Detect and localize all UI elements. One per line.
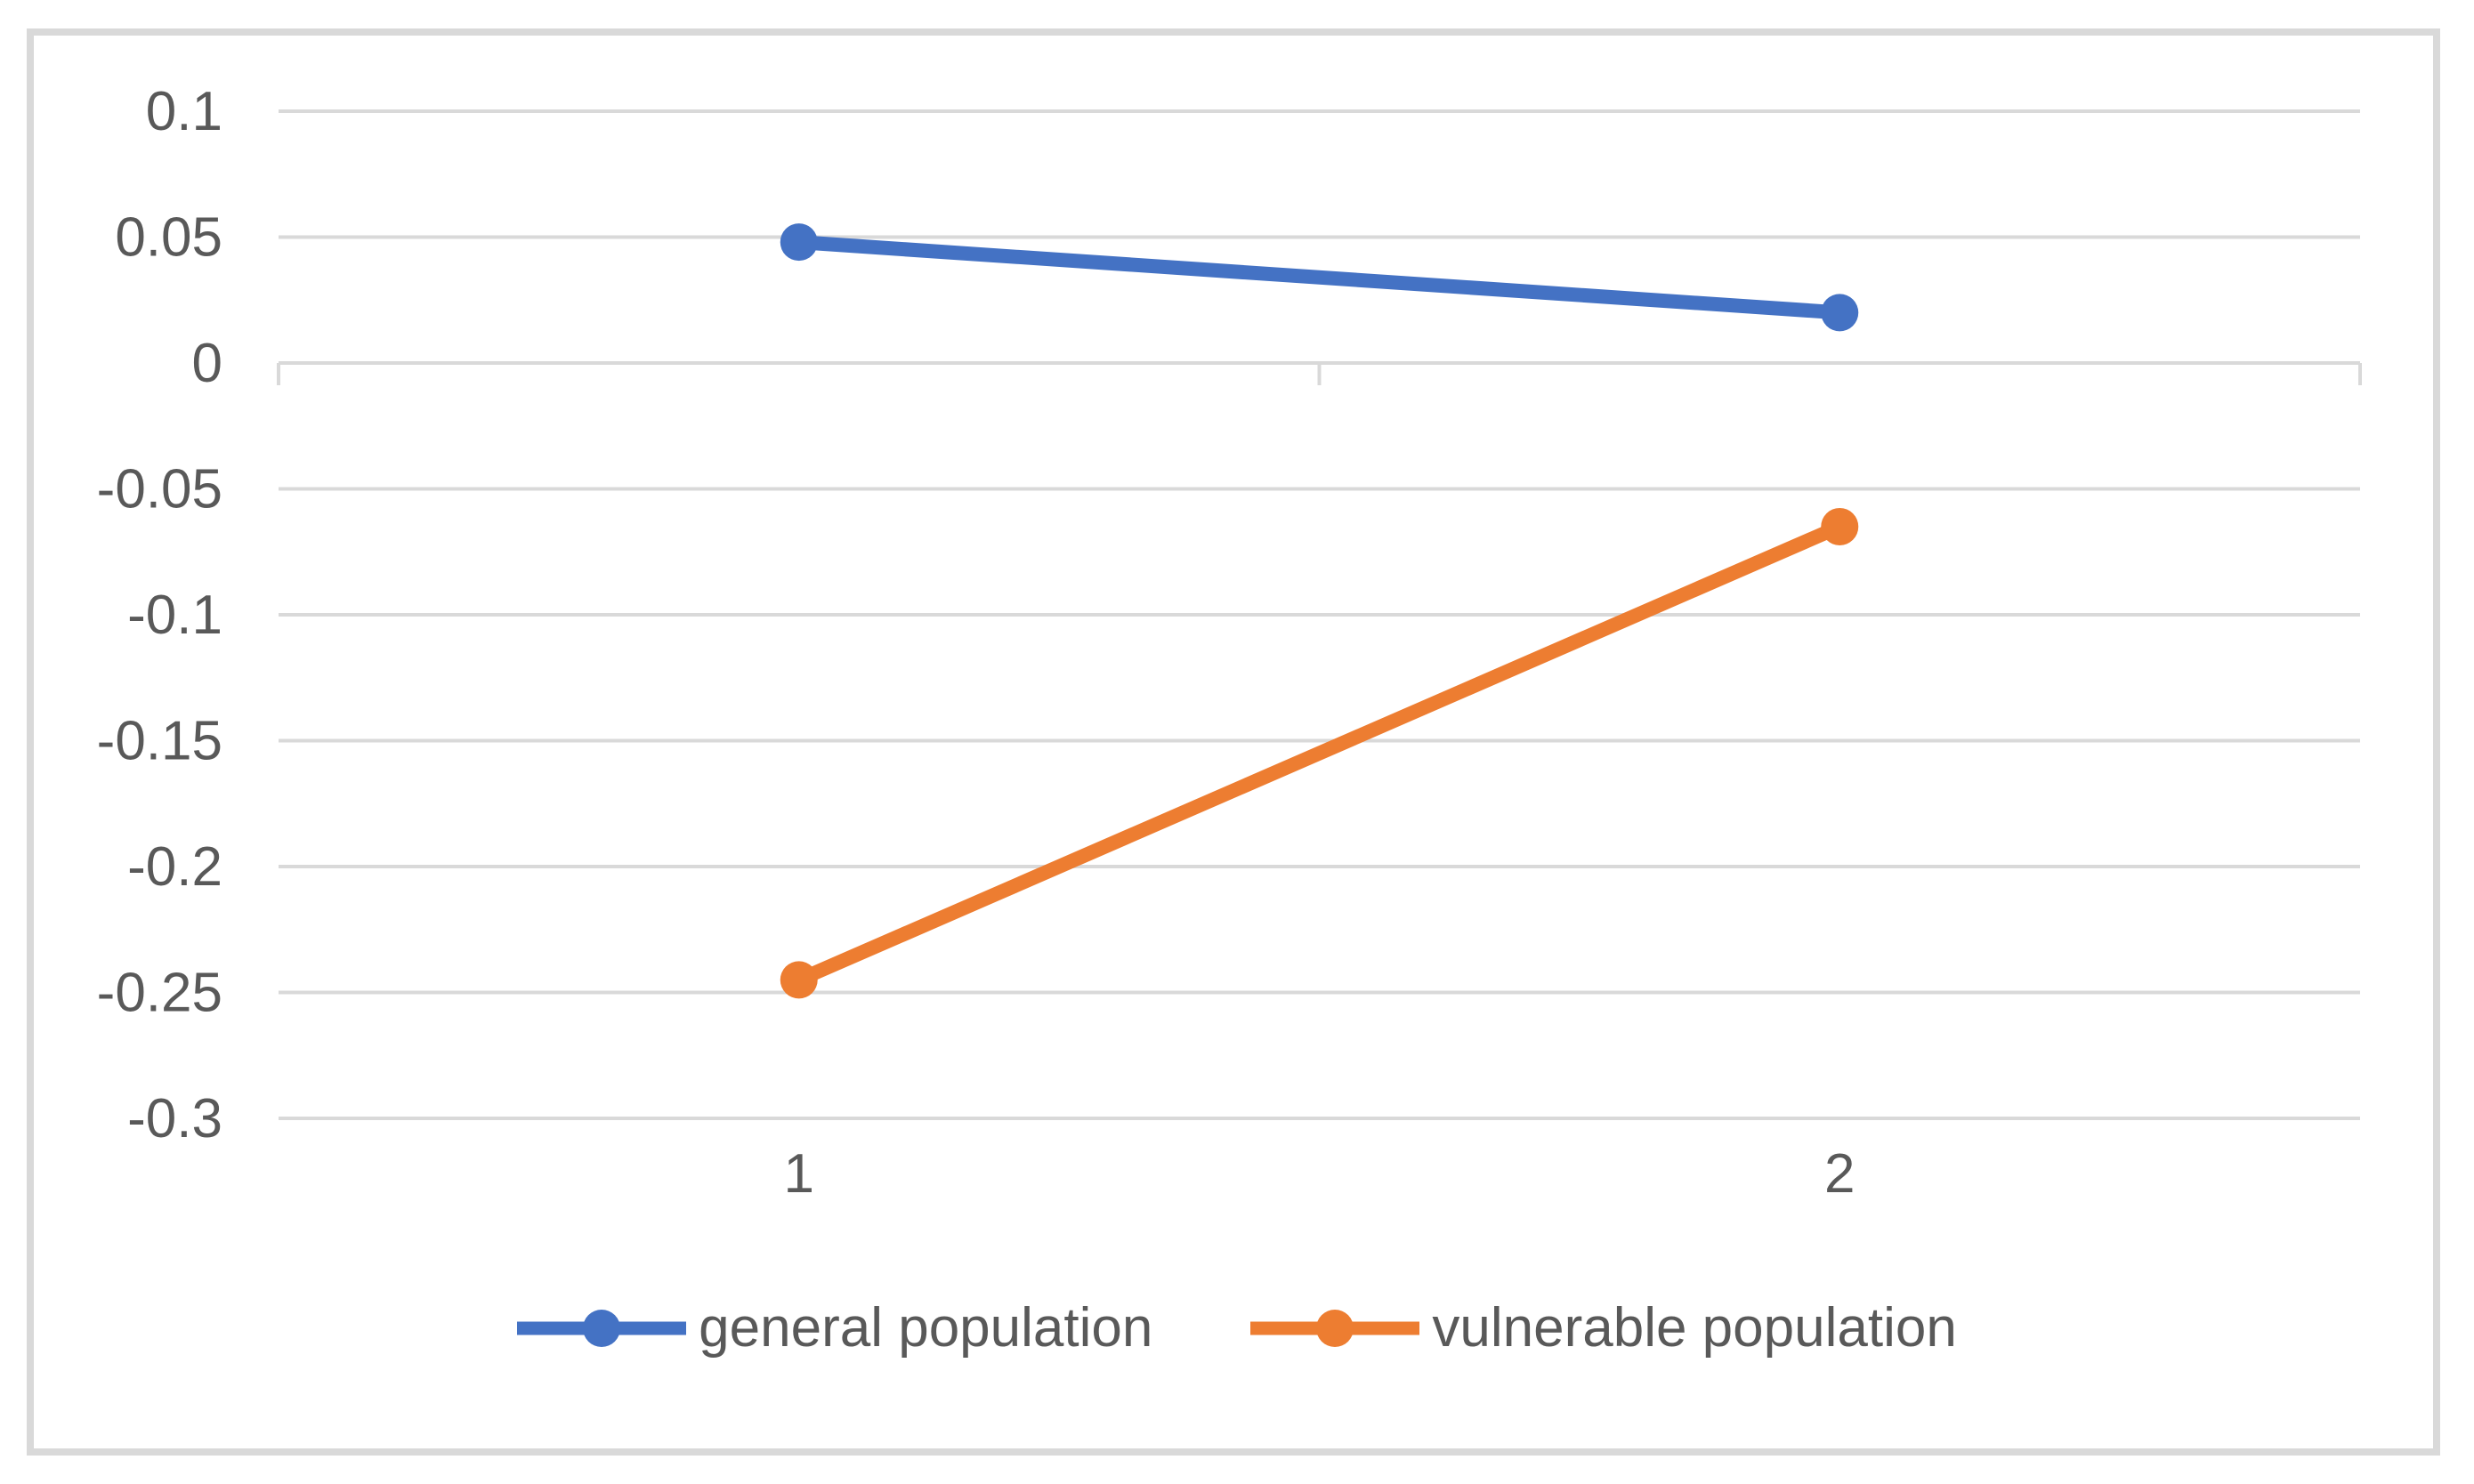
y-axis-tick-label: 0.05 xyxy=(115,207,222,269)
legend-circle-marker xyxy=(583,1310,621,1347)
y-axis-tick-label: -0.25 xyxy=(97,963,222,1024)
series-line-vulnerable-population xyxy=(791,519,1847,988)
data-point-vulnerable-population-2 xyxy=(1821,507,1859,545)
legend-item-vulnerable-population: vulnerable population xyxy=(1250,1297,1957,1359)
y-axis-tick-label: -0.15 xyxy=(97,711,222,772)
data-point-general-population-2 xyxy=(1821,294,1859,332)
legend-label: vulnerable population xyxy=(1432,1297,1957,1359)
x-axis-tick-label: 2 xyxy=(1824,1143,1855,1205)
legend-line-marker-icon xyxy=(1250,1310,1420,1347)
legend-item-general-population: general population xyxy=(517,1301,1152,1356)
y-axis-tick-label: -0.3 xyxy=(127,1088,222,1149)
y-axis-tick-label: 0.1 xyxy=(146,81,222,142)
legend-line-marker-icon xyxy=(517,1310,687,1347)
chart-legend: general population vulnerable population xyxy=(0,1301,2474,1356)
y-axis-tick-label: -0.05 xyxy=(97,459,222,520)
data-point-vulnerable-population-1 xyxy=(780,961,818,999)
x-axis-tick-label: 1 xyxy=(784,1143,814,1205)
y-axis-tick-label: -0.1 xyxy=(127,585,222,646)
y-axis-tick-label: 0 xyxy=(192,333,222,394)
data-point-general-population-1 xyxy=(780,223,818,262)
series-line-general-population xyxy=(791,235,1847,320)
legend-label: general population xyxy=(699,1297,1153,1359)
y-axis-tick-label: -0.2 xyxy=(127,836,222,898)
legend-circle-marker xyxy=(1316,1310,1354,1347)
